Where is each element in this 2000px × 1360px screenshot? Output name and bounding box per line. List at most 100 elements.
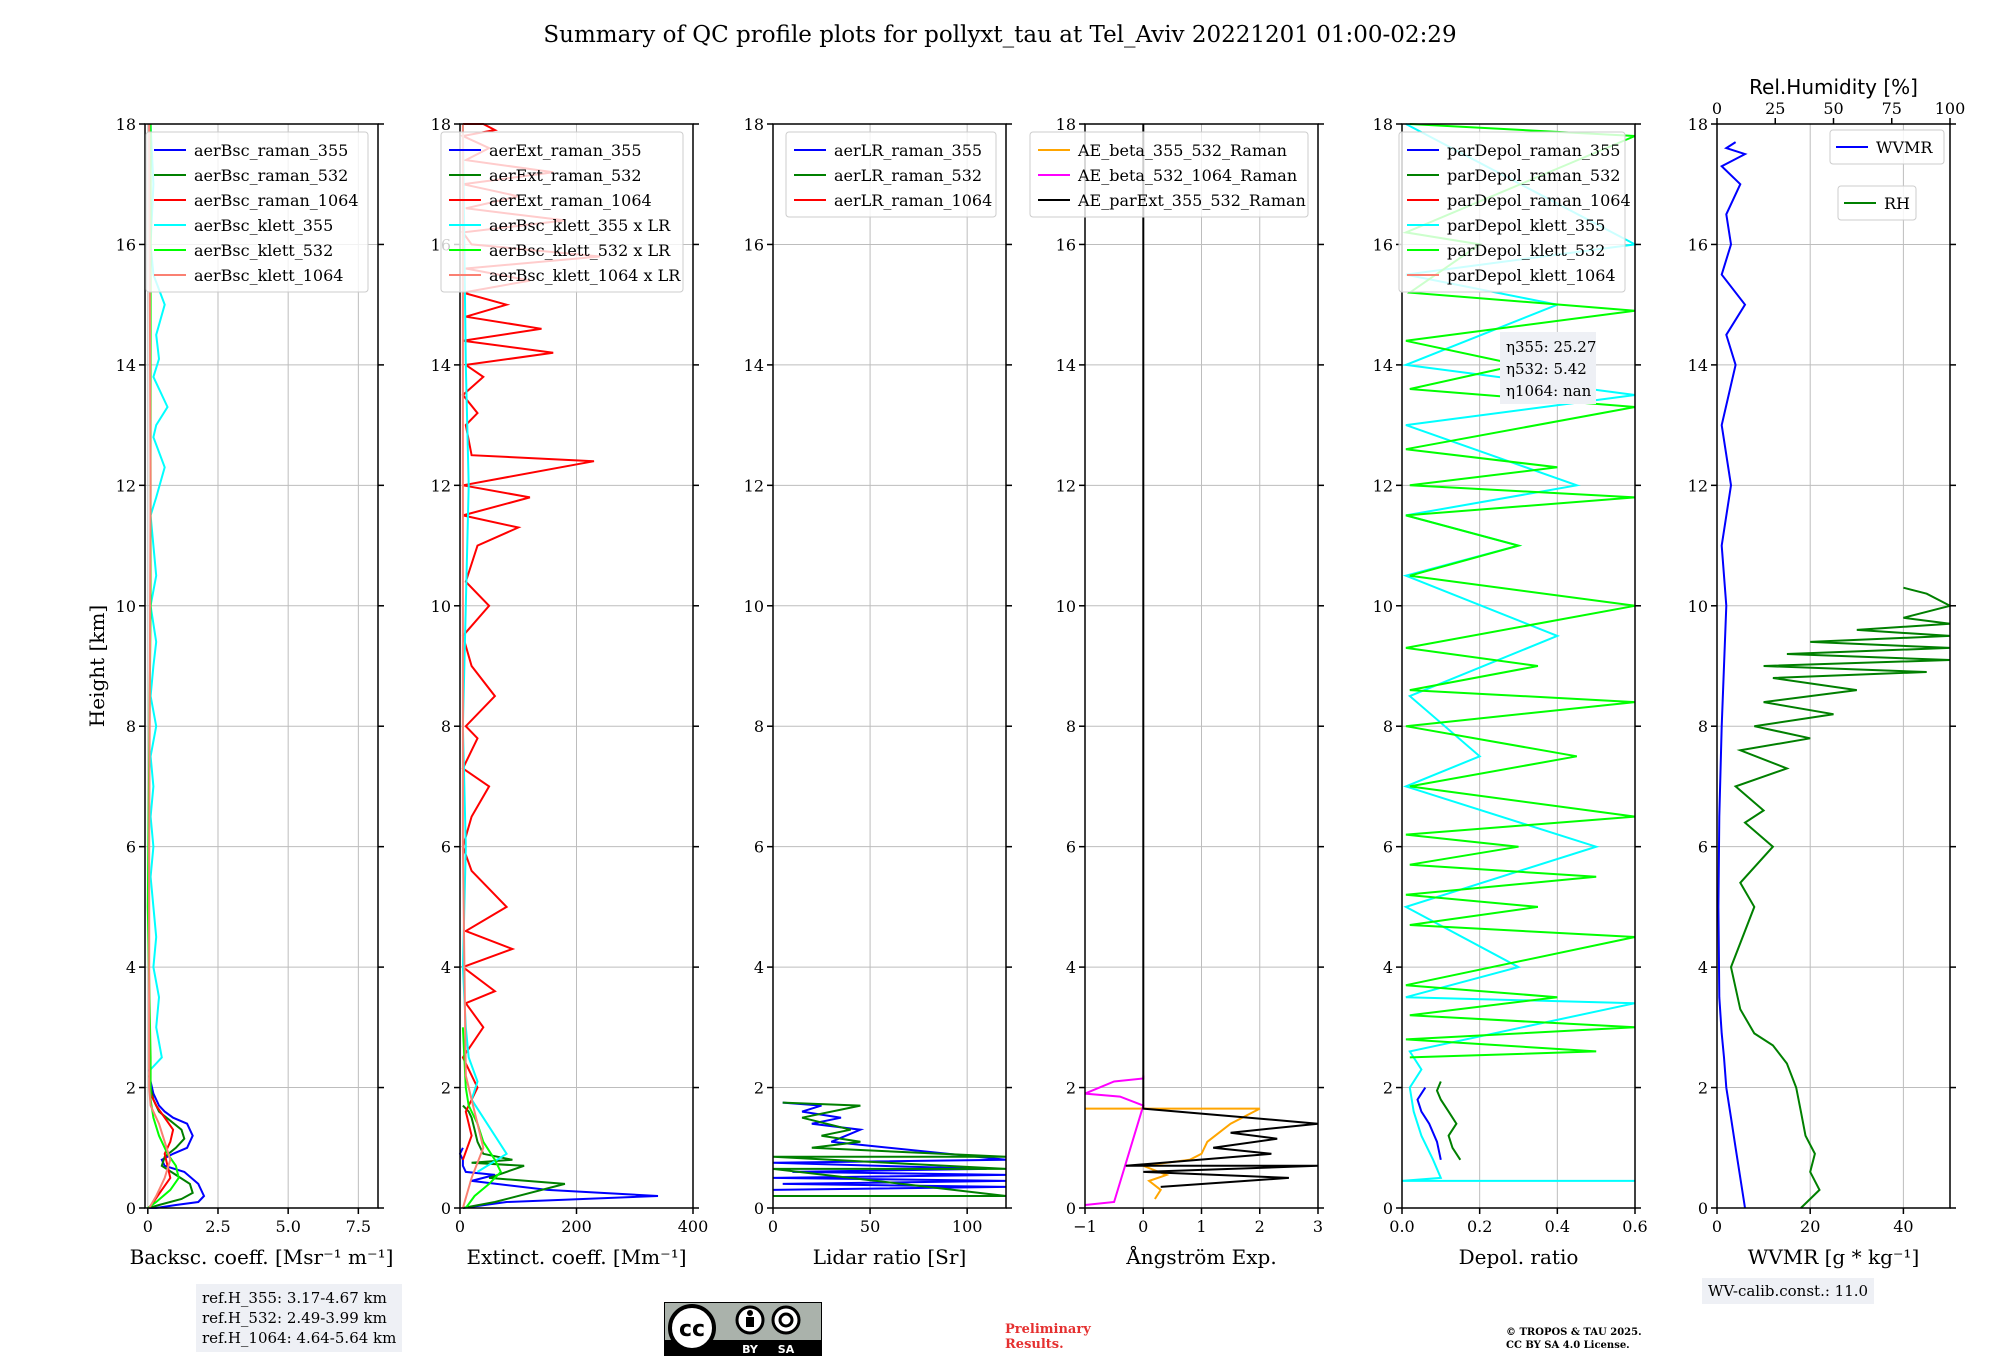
x-tick-label: 400 bbox=[678, 1217, 709, 1236]
y-tick-label: 2 bbox=[1698, 1079, 1708, 1098]
legend-label: RH bbox=[1884, 194, 1910, 213]
legend-label: aerBsc_klett_1064 bbox=[194, 266, 343, 285]
y-tick-label: 2 bbox=[1383, 1079, 1393, 1098]
y-tick-label: 10 bbox=[1688, 597, 1708, 616]
y-tick-label: 8 bbox=[441, 717, 451, 736]
legend-label: AE_parExt_355_532_Raman bbox=[1077, 191, 1306, 210]
y-tick-label: 4 bbox=[754, 958, 764, 977]
series-parDepol_klett_532 bbox=[1402, 123, 1636, 1059]
legend-box bbox=[145, 131, 369, 293]
y-tick-label: 8 bbox=[1066, 717, 1076, 736]
x-tick-label: 0.6 bbox=[1622, 1217, 1647, 1236]
y-tick-label: 18 bbox=[431, 115, 451, 134]
y-tick-label: 0 bbox=[441, 1199, 451, 1218]
y-tick-label: 6 bbox=[1698, 838, 1708, 857]
series-aerBsc_raman_1064 bbox=[148, 1093, 175, 1209]
series-aerBsc_klett_1064 x LR bbox=[461, 124, 485, 1209]
x-tick-label: 40 bbox=[1893, 1217, 1913, 1236]
x-tick-label: 0 bbox=[455, 1217, 465, 1236]
x-top-tick-label: 75 bbox=[1882, 99, 1902, 118]
legend-label: aerExt_raman_355 bbox=[489, 141, 642, 160]
x-tick-label: 0 bbox=[1138, 1217, 1148, 1236]
y-tick-label: 10 bbox=[431, 597, 451, 616]
series-AE_beta_532_1064_Raman bbox=[1084, 1075, 1145, 1206]
x-axis-label: Extinct. coeff. [Mm⁻¹] bbox=[466, 1245, 686, 1269]
y-tick-label: 12 bbox=[1688, 476, 1708, 495]
svg-text:cc: cc bbox=[679, 1317, 705, 1342]
copyright-line-2: CC BY SA 4.0 License. bbox=[1506, 1340, 1630, 1351]
legend-label: WVMR bbox=[1876, 138, 1933, 157]
x-axis-label: Backsc. coeff. [Msr⁻¹ m⁻¹] bbox=[130, 1245, 394, 1269]
y-tick-label: 8 bbox=[126, 717, 136, 736]
legend: AE_beta_355_532_Raman AE_beta_532_1064_Ra… bbox=[1029, 131, 1309, 218]
x-tick-label: 3 bbox=[1313, 1217, 1323, 1236]
y-tick-label: 18 bbox=[116, 115, 136, 134]
axes-frame bbox=[144, 123, 379, 1209]
y-tick-label: 4 bbox=[1066, 958, 1076, 977]
y-tick-label: 8 bbox=[1698, 717, 1708, 736]
x-tick-label: 1 bbox=[1196, 1217, 1206, 1236]
legend-label: aerBsc_raman_532 bbox=[194, 166, 348, 185]
legend-label: aerBsc_raman_1064 bbox=[194, 191, 359, 210]
y-tick-label: 14 bbox=[1373, 356, 1393, 375]
y-tick-label: 14 bbox=[431, 356, 451, 375]
y-tick-label: 12 bbox=[431, 476, 451, 495]
x-tick-label: 50 bbox=[860, 1217, 880, 1236]
legend-label: aerBsc_raman_355 bbox=[194, 141, 348, 160]
x-tick-label: 7.5 bbox=[346, 1217, 371, 1236]
y-tick-label: 6 bbox=[754, 838, 764, 857]
y-tick-label: 4 bbox=[441, 958, 451, 977]
cc-by-sa-logo: cc BY SA bbox=[664, 1302, 822, 1356]
legend-box bbox=[440, 131, 684, 293]
axes-frame bbox=[1401, 123, 1636, 1209]
legend-box bbox=[1837, 185, 1917, 221]
legend-box bbox=[1029, 131, 1309, 218]
y-tick-label: 8 bbox=[754, 717, 764, 736]
series-parDepol_raman_355 bbox=[1416, 1087, 1442, 1161]
copyright-note: © TROPOS & TAU 2025. CC BY SA 4.0 Licens… bbox=[1506, 1326, 1726, 1352]
legend-label: aerLR_raman_355 bbox=[834, 141, 982, 160]
legend-label: parDepol_raman_532 bbox=[1447, 166, 1620, 185]
y-tick-label: 14 bbox=[1056, 356, 1076, 375]
x-tick-label: 0.4 bbox=[1545, 1217, 1570, 1236]
legend-label: parDepol_klett_1064 bbox=[1447, 266, 1616, 285]
y-tick-label: 2 bbox=[1066, 1079, 1076, 1098]
y-tick-label: 8 bbox=[1383, 717, 1393, 736]
panel-depol: 0 2 4 6 8 10 12 14 16 18 0.0 0.2 0.4 0.6 Depol. ratio p… bbox=[1373, 115, 1648, 1269]
y-tick-label: 2 bbox=[126, 1079, 136, 1098]
y-tick-label: 10 bbox=[1373, 597, 1393, 616]
y-tick-label: 18 bbox=[1056, 115, 1076, 134]
y-tick-label: 12 bbox=[116, 476, 136, 495]
y-tick-label: 10 bbox=[744, 597, 764, 616]
y-tick-label: 0 bbox=[754, 1199, 764, 1218]
x-top-axis-label: Rel.Humidity [%] bbox=[1749, 75, 1918, 99]
series-parDepol_raman_532 bbox=[1435, 1081, 1462, 1161]
eta-box: η355: 25.27 η532: 5.42 η1064: nan bbox=[1500, 332, 1596, 404]
series-aerBsc_klett_532 x LR bbox=[461, 1027, 503, 1209]
y-tick-label: 6 bbox=[1383, 838, 1393, 857]
cc-icon bbox=[668, 1304, 716, 1352]
legend: parDepol_raman_355 parDepol_raman_532 parD… bbox=[1398, 131, 1631, 293]
legend-label: aerBsc_klett_532 x LR bbox=[489, 241, 671, 260]
preliminary-note: Preliminary Results. bbox=[1005, 1322, 1091, 1352]
x-tick-label: 200 bbox=[561, 1217, 592, 1236]
y-tick-label: 16 bbox=[744, 235, 764, 254]
y-tick-label: 12 bbox=[1056, 476, 1076, 495]
legend-label: AE_beta_355_532_Raman bbox=[1077, 141, 1287, 160]
series-aerExt_raman_532 bbox=[462, 1104, 566, 1209]
eta-label: η355: 25.27 bbox=[1506, 338, 1596, 356]
legend: aerLR_raman_355 aerLR_raman_532 aerLR_rama… bbox=[785, 131, 997, 218]
svg-text:SA: SA bbox=[778, 1343, 795, 1356]
legend-label: aerBsc_klett_355 x LR bbox=[489, 216, 671, 235]
x-top-tick-label: 0 bbox=[1712, 99, 1722, 118]
y-tick-label: 16 bbox=[1373, 235, 1393, 254]
legend: WVMR RH bbox=[1829, 129, 1945, 221]
y-tick-label: 2 bbox=[441, 1079, 451, 1098]
y-tick-label: 10 bbox=[1056, 597, 1076, 616]
series-AE_parExt_355_532_Raman bbox=[1125, 124, 1319, 1188]
y-tick-label: 14 bbox=[1688, 356, 1708, 375]
legend-label: aerLR_raman_532 bbox=[834, 166, 982, 185]
y-tick-label: 14 bbox=[744, 356, 764, 375]
